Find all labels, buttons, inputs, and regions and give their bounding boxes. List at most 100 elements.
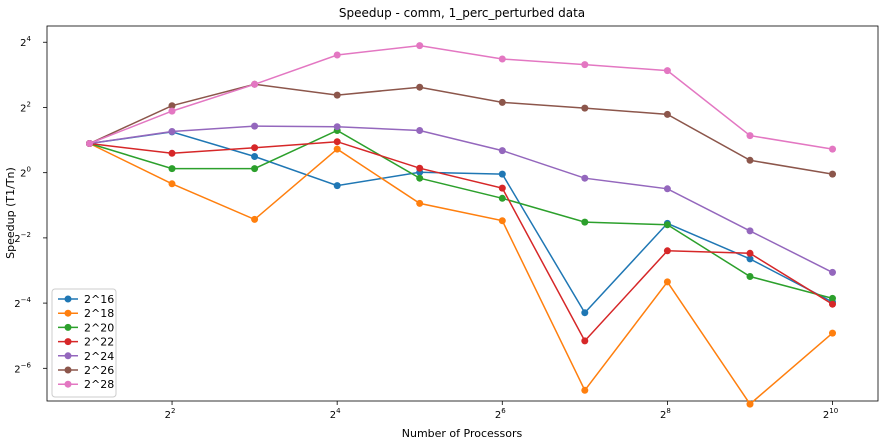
data-point — [746, 156, 754, 164]
data-point — [829, 145, 836, 153]
data-point — [581, 61, 589, 69]
data-point — [581, 104, 589, 112]
data-point — [498, 55, 506, 63]
data-point — [663, 221, 671, 229]
y-tick-label: 24 — [20, 35, 31, 49]
data-point — [168, 107, 176, 115]
series-2-pow-16 — [86, 128, 836, 317]
series-line — [89, 125, 833, 274]
series-2-pow-20 — [86, 127, 836, 302]
x-axis-title: Number of Processors — [402, 427, 523, 440]
y-tick-label: 22 — [20, 100, 31, 114]
y-tick-label: 2−6 — [14, 361, 31, 375]
legend-item: 2^22 — [58, 336, 114, 349]
data-point — [581, 309, 589, 317]
legend-swatch-marker — [64, 352, 72, 360]
x-tick-label: 210 — [823, 407, 838, 421]
data-point — [581, 174, 589, 182]
data-point — [498, 194, 506, 202]
data-point — [498, 217, 506, 225]
data-point — [251, 165, 259, 173]
data-point — [498, 170, 506, 178]
x-tick-label: 28 — [660, 407, 671, 421]
data-point — [746, 227, 754, 235]
legend: 2^162^182^20 2^222^242^262^28 — [51, 288, 117, 398]
series-line — [89, 129, 833, 300]
legend-item: 2^20 — [58, 321, 114, 334]
data-point — [498, 98, 506, 106]
data-point — [86, 140, 93, 147]
data-point — [333, 182, 341, 190]
legend-label: 2^20 — [84, 321, 114, 334]
y-tick-label: 2−4 — [14, 296, 31, 310]
data-point — [416, 127, 424, 134]
series-2-pow-28 — [86, 42, 836, 153]
data-point — [168, 180, 176, 188]
legend-label: 2^18 — [84, 307, 114, 320]
data-point — [333, 51, 341, 59]
data-point — [829, 300, 836, 308]
data-point — [333, 91, 341, 99]
legend-item: 2^18 — [58, 307, 114, 320]
series-line — [89, 44, 833, 150]
legend-item: 2^16 — [58, 293, 114, 306]
data-point — [829, 294, 836, 302]
x-tick-label: 24 — [330, 407, 341, 421]
data-point — [829, 268, 836, 276]
legend-label: 2^16 — [84, 293, 114, 306]
legend-swatch-marker — [64, 295, 72, 303]
data-point — [746, 273, 754, 280]
data-point — [416, 83, 424, 91]
data-point — [416, 42, 424, 50]
data-point — [333, 123, 341, 131]
legend-swatch-marker — [64, 338, 72, 346]
data-point — [416, 199, 424, 207]
x-tick-label: 26 — [495, 407, 506, 421]
data-point — [746, 249, 754, 257]
series-line — [89, 131, 833, 314]
data-point — [663, 185, 671, 193]
data-point — [416, 164, 424, 172]
data-point — [416, 174, 424, 182]
data-point — [333, 138, 341, 146]
data-point — [663, 110, 671, 118]
y-tick-label: 20 — [20, 166, 31, 180]
legend-swatch-marker — [64, 309, 72, 317]
data-point — [251, 153, 259, 160]
data-point — [746, 255, 754, 263]
legend-label: 2^22 — [84, 336, 114, 349]
legend-swatch-marker — [64, 380, 72, 388]
data-point — [251, 215, 259, 223]
legend-item: 2^26 — [58, 364, 114, 377]
y-tick-label: 2−2 — [14, 231, 31, 245]
data-point — [746, 132, 754, 140]
legend-item: 2^28 — [58, 378, 114, 391]
series-2-pow-24 — [86, 122, 836, 276]
data-point — [581, 386, 589, 394]
legend-swatch-marker — [64, 323, 72, 331]
data-point — [168, 149, 176, 157]
plot-area — [46, 25, 879, 402]
series-line — [89, 142, 833, 406]
data-point — [829, 329, 836, 337]
series-line — [89, 140, 833, 343]
data-point — [663, 278, 671, 286]
data-point — [333, 145, 341, 153]
data-point — [498, 184, 506, 192]
data-point — [663, 67, 671, 75]
legend-label: 2^24 — [84, 350, 114, 363]
data-point — [251, 144, 259, 152]
data-point — [498, 147, 506, 155]
legend-label: 2^26 — [84, 364, 114, 377]
data-point — [746, 400, 754, 408]
series-layer — [86, 42, 836, 408]
data-point — [168, 128, 176, 135]
data-point — [168, 102, 176, 110]
axes-ticks: 22 24 26 28 210 24 22 20 2−2 2−4 2−6 — [14, 35, 838, 421]
legend-swatch-marker — [64, 366, 72, 374]
data-point — [581, 218, 589, 226]
data-point — [829, 170, 836, 178]
legend-item: 2^24 — [58, 350, 114, 363]
